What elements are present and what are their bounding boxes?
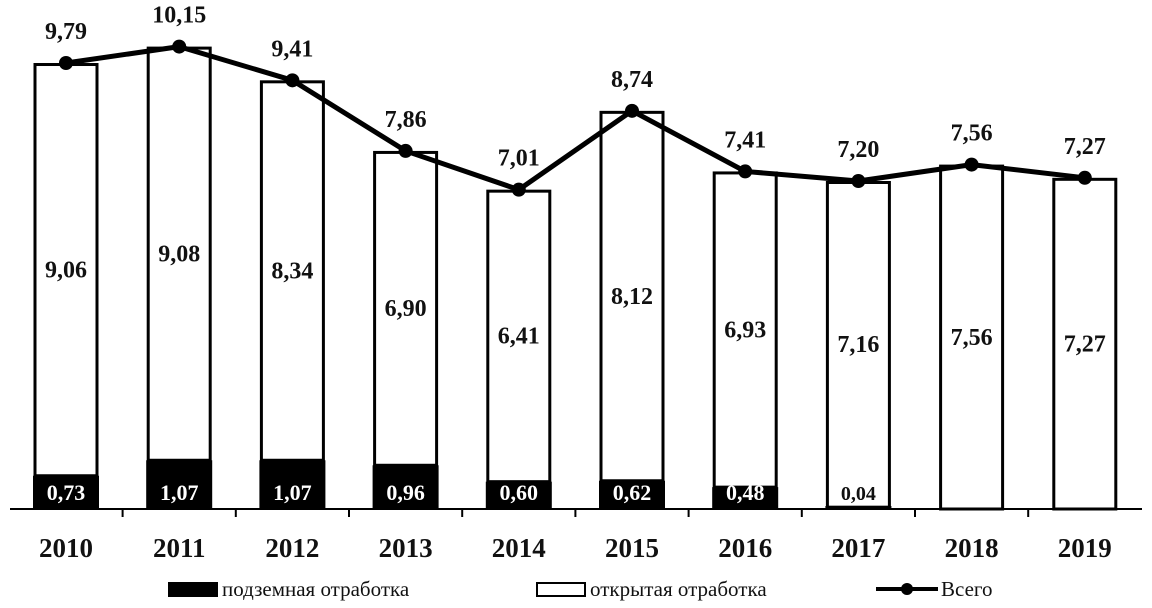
label-total-2013: 7,86 bbox=[385, 107, 427, 133]
total-point-2018 bbox=[964, 157, 979, 172]
legend-swatch-open bbox=[536, 581, 586, 597]
legend-label-open: открытая отработка bbox=[590, 576, 767, 601]
bar-open-2018 bbox=[939, 164, 1005, 511]
label-total-2012: 9,41 bbox=[271, 36, 313, 62]
bar-underground-2013 bbox=[372, 465, 439, 509]
label-open-2019: 7,27 bbox=[1064, 331, 1106, 357]
bar-open-2010 bbox=[33, 63, 99, 478]
x-tick-label-2010: 2010 bbox=[39, 533, 93, 563]
bar-underground-2014 bbox=[485, 481, 552, 509]
label-open-2011: 9,08 bbox=[158, 241, 200, 267]
label-underground-2013: 0,96 bbox=[386, 480, 425, 505]
label-total-2017: 7,20 bbox=[837, 137, 879, 163]
legend-label-underground: подземная отработка bbox=[222, 576, 410, 601]
bar-open-2016 bbox=[712, 171, 778, 489]
legend-swatch-underground bbox=[168, 581, 218, 597]
labels-layer: 9,06 0,73 9,08 1,07 8,34 1,07 6,90 0,96 6,41 0,60… bbox=[45, 3, 1106, 505]
label-underground-2010: 0,73 bbox=[47, 480, 86, 505]
bar-open-2017 bbox=[825, 181, 891, 509]
label-open-2012: 8,34 bbox=[271, 258, 313, 284]
label-total-2018: 7,56 bbox=[951, 121, 993, 147]
label-open-2017: 7,16 bbox=[837, 332, 879, 358]
x-tick-label-2015: 2015 bbox=[605, 533, 659, 563]
bar-underground-2011 bbox=[146, 460, 213, 509]
label-total-2014: 7,01 bbox=[498, 146, 540, 172]
label-underground-2017: 0,04 bbox=[841, 483, 876, 505]
bar-open-2012 bbox=[259, 80, 325, 462]
label-total-2019: 7,27 bbox=[1064, 134, 1106, 160]
bar-underground-2016 bbox=[712, 487, 779, 509]
total-point-2015 bbox=[625, 103, 639, 118]
x-tick-label-2016: 2016 bbox=[718, 533, 772, 563]
x-tick-label-2017: 2017 bbox=[831, 533, 885, 563]
x-tick-label-2012: 2012 bbox=[265, 533, 319, 563]
x-axis: 2010 2011 2012 2013 2014 2015 2016 2017 2018 2019 bbox=[10, 508, 1142, 563]
total-line bbox=[65, 44, 1086, 193]
x-tick-label-2018: 2018 bbox=[945, 533, 999, 563]
total-point-2011 bbox=[172, 39, 187, 54]
label-open-2015: 8,12 bbox=[611, 284, 653, 310]
label-underground-2011: 1,07 bbox=[160, 480, 199, 505]
total-point-2017 bbox=[851, 174, 866, 188]
label-underground-2016: 0,48 bbox=[726, 480, 765, 505]
bar-underground-2010 bbox=[33, 475, 99, 509]
total-point-2014 bbox=[511, 182, 526, 197]
legend: подземная отработка открытая отработка В… bbox=[0, 572, 1152, 606]
legend-item-underground: подземная отработка bbox=[168, 572, 409, 606]
total-point-2010 bbox=[59, 56, 73, 71]
label-underground-2012: 1,07 bbox=[273, 480, 312, 505]
x-tick-label-2011: 2011 bbox=[153, 533, 206, 563]
label-open-2014: 6,41 bbox=[498, 324, 540, 350]
x-tick-label-2019: 2019 bbox=[1058, 533, 1112, 563]
total-line-layer bbox=[59, 39, 1092, 197]
label-open-2013: 6,90 bbox=[385, 296, 427, 322]
label-total-2011: 10,15 bbox=[152, 3, 206, 29]
bars-layer bbox=[33, 46, 1118, 511]
label-total-2010: 9,79 bbox=[45, 19, 87, 45]
label-total-2016: 7,41 bbox=[724, 127, 766, 153]
bar-underground-2012 bbox=[259, 460, 326, 509]
x-tick-label-2013: 2013 bbox=[379, 533, 433, 563]
total-point-2013 bbox=[398, 143, 413, 158]
total-point-2012 bbox=[285, 73, 300, 88]
label-open-2016: 6,93 bbox=[724, 317, 766, 343]
total-point-2019 bbox=[1077, 170, 1092, 185]
bar-underground-2015 bbox=[599, 480, 665, 509]
label-underground-2015: 0,62 bbox=[613, 480, 652, 505]
label-total-2015: 8,74 bbox=[611, 67, 653, 93]
legend-label-total: Всего bbox=[941, 576, 993, 601]
bar-underground-2017 bbox=[825, 506, 892, 509]
label-open-2010: 9,06 bbox=[45, 257, 87, 283]
x-tick-label-2014: 2014 bbox=[492, 533, 546, 563]
legend-item-open: открытая отработка bbox=[536, 572, 767, 606]
label-open-2018: 7,56 bbox=[951, 325, 993, 351]
legend-swatch-total bbox=[876, 583, 938, 595]
total-point-2016 bbox=[738, 164, 753, 179]
label-underground-2014: 0,60 bbox=[500, 480, 539, 505]
legend-item-total: Всего bbox=[876, 572, 993, 606]
